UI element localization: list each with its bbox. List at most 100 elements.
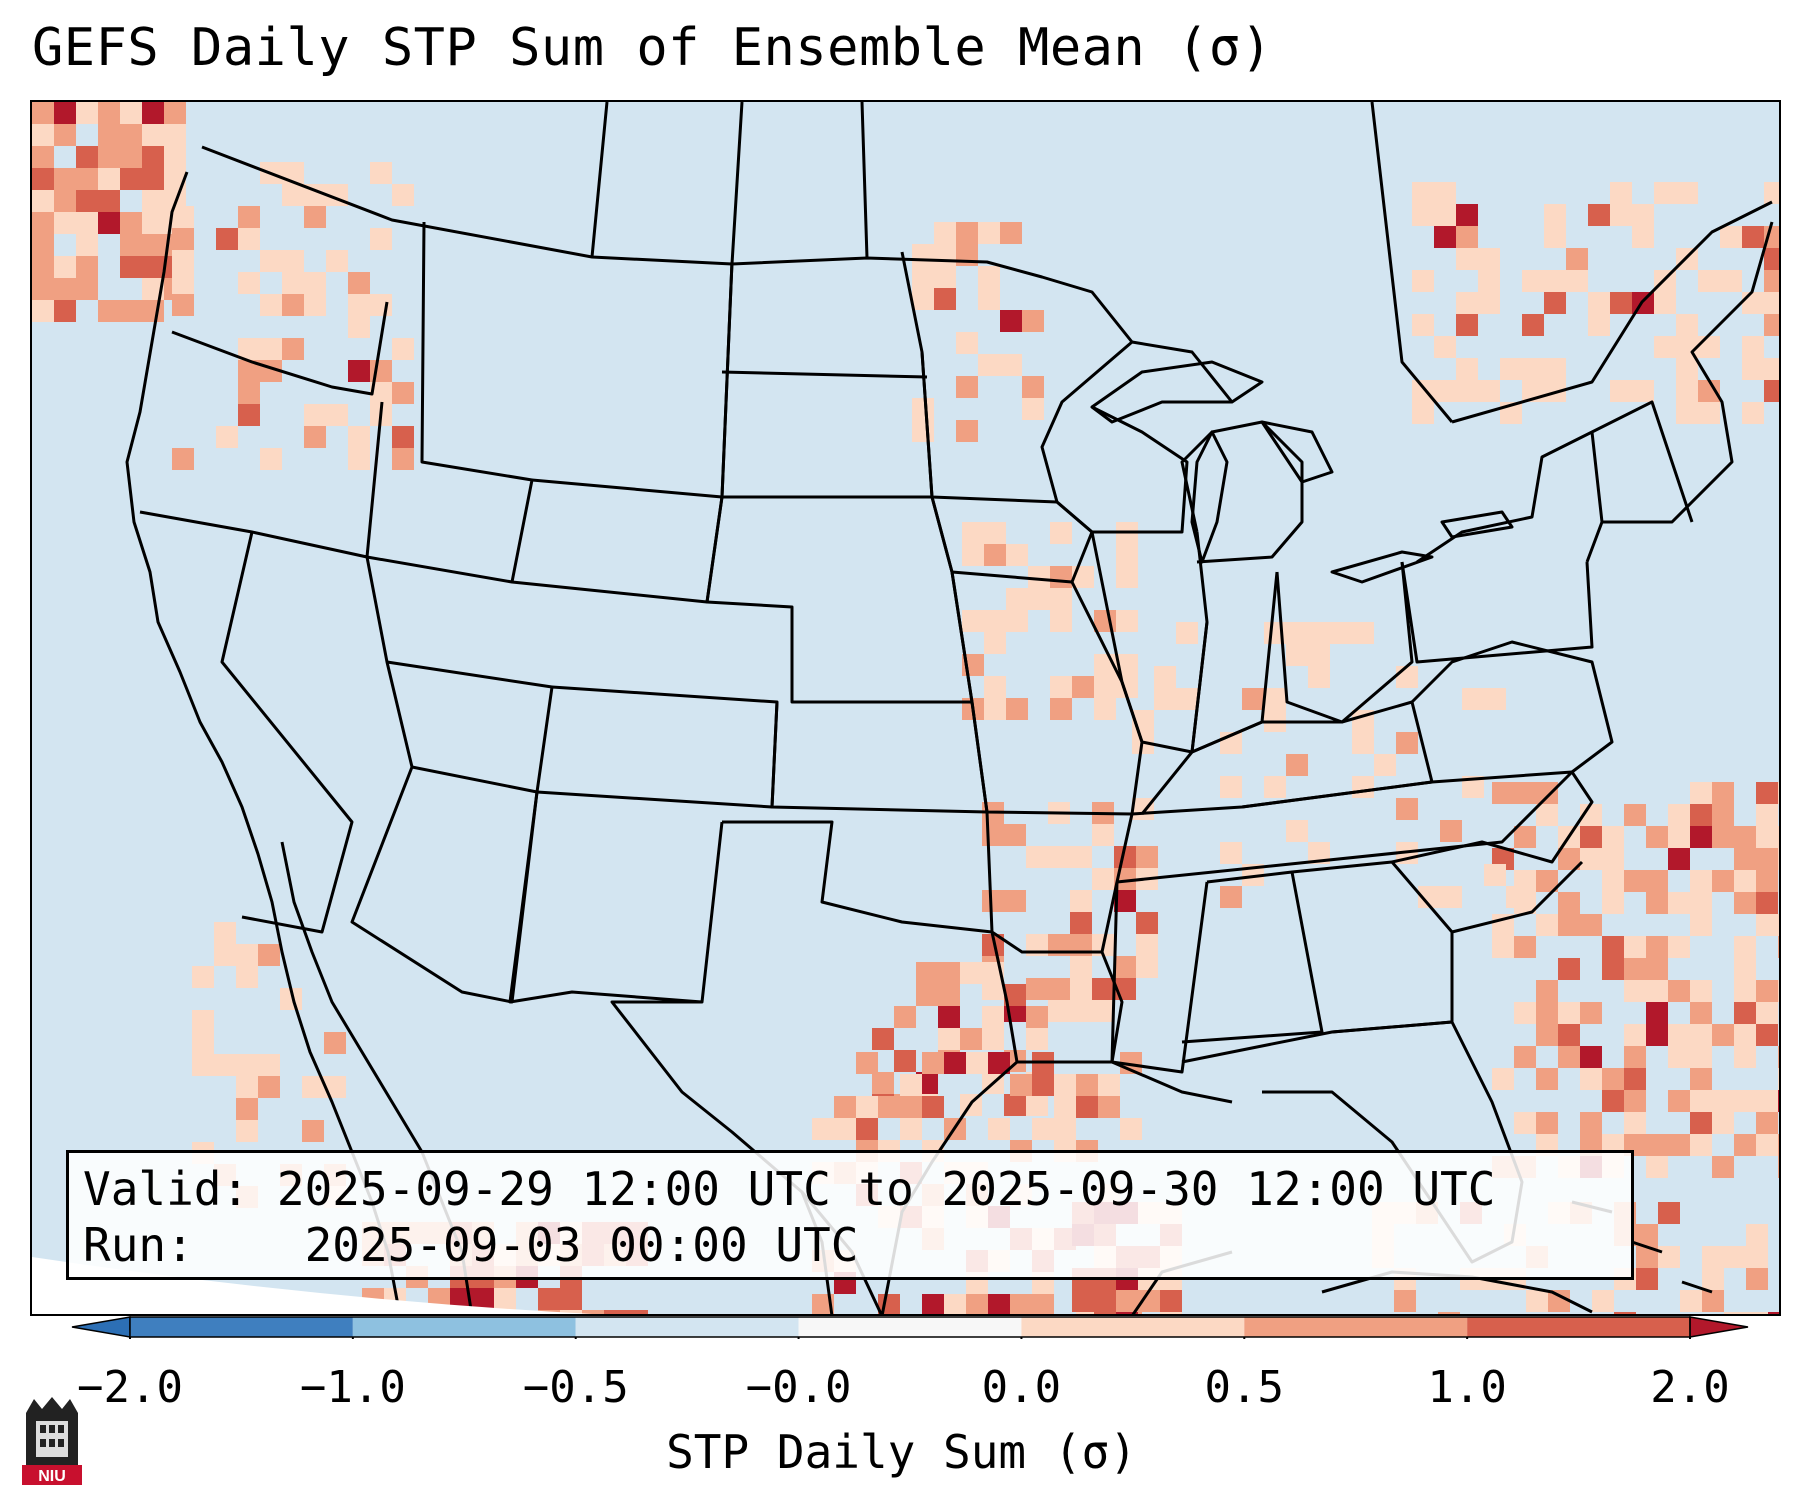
- anomaly-cell: [32, 234, 54, 256]
- lake-ontario: [1440, 510, 1514, 539]
- colorbar-over-arrow: [1689, 1316, 1749, 1338]
- anomaly-cell: [1548, 1290, 1570, 1312]
- anomaly-cell: [912, 420, 934, 442]
- anomaly-cell: [1114, 890, 1136, 912]
- anomaly-cell: [1658, 1246, 1680, 1268]
- anomaly-cell: [1092, 1000, 1114, 1022]
- anomaly-cell: [1434, 204, 1456, 226]
- anomaly-cell: [988, 1052, 1010, 1074]
- anomaly-cell: [1724, 1312, 1746, 1314]
- anomaly-cell: [1004, 1094, 1026, 1116]
- anomaly-cell: [392, 338, 414, 360]
- anomaly-cell: [1624, 936, 1646, 958]
- anomaly-cell: [260, 338, 282, 360]
- anomaly-cell: [1286, 644, 1308, 666]
- anomaly-cell: [1412, 380, 1434, 402]
- anomaly-cell: [1094, 698, 1116, 720]
- anomaly-cell: [1536, 804, 1558, 826]
- anomaly-cell: [1592, 1290, 1614, 1312]
- anomaly-cell: [142, 168, 164, 190]
- anomaly-cell: [1000, 222, 1022, 244]
- anomaly-cell: [1456, 226, 1478, 248]
- anomaly-cell: [1434, 226, 1456, 248]
- anomaly-cell: [348, 316, 370, 338]
- anomaly-cell: [1646, 958, 1668, 980]
- anomaly-cell: [1580, 1002, 1602, 1024]
- utah-border: [386, 660, 554, 794]
- anomaly-cell: [984, 610, 1006, 632]
- map-panel[interactable]: [30, 100, 1781, 1316]
- anomaly-cell: [1654, 292, 1676, 314]
- anomaly-cell: [1712, 782, 1734, 804]
- wyoming-border: [531, 478, 723, 499]
- anomaly-cell: [1352, 776, 1374, 798]
- virginia-border: [1410, 640, 1614, 774]
- anomaly-cell: [1028, 566, 1050, 588]
- anomaly-cell: [1536, 914, 1558, 936]
- anomaly-cell: [1756, 980, 1778, 1002]
- anomaly-cell: [32, 256, 54, 278]
- anomaly-cell: [872, 1028, 894, 1050]
- anomaly-cell: [54, 190, 76, 212]
- anomaly-cell: [1632, 204, 1654, 226]
- anomaly-cell: [1116, 566, 1138, 588]
- illinois-border: [1090, 531, 1209, 754]
- anomaly-cell: [1536, 980, 1558, 1002]
- anomaly-cell: [370, 228, 392, 250]
- anomaly-cell: [1756, 826, 1778, 848]
- louisiana-border: [1017, 951, 1233, 1104]
- anomaly-cell: [1734, 958, 1756, 980]
- tennessee-border: [1116, 770, 1574, 884]
- anomaly-cell: [982, 890, 1004, 912]
- anomaly-cell: [1646, 870, 1668, 892]
- anomaly-cell: [32, 146, 54, 168]
- anomaly-cell: [1116, 610, 1138, 632]
- anomaly-cell: [192, 966, 214, 988]
- anomaly-cell: [1712, 1024, 1734, 1046]
- anomaly-cell: [1668, 848, 1690, 870]
- anomaly-cell: [1138, 1290, 1160, 1312]
- anomaly-cell: [326, 250, 348, 272]
- anomaly-cell: [1668, 892, 1690, 914]
- anomaly-cell: [1536, 870, 1558, 892]
- anomaly-cell: [1006, 698, 1028, 720]
- anomaly-cell: [1050, 588, 1072, 610]
- anomaly-cell: [984, 522, 1006, 544]
- anomaly-cell: [1456, 248, 1478, 270]
- anomaly-cell: [348, 272, 370, 294]
- anomaly-cell: [960, 962, 982, 984]
- anomaly-cell: [1536, 782, 1558, 804]
- anomaly-cell: [604, 1310, 626, 1314]
- anomaly-cell: [956, 376, 978, 398]
- anomaly-cell: [978, 288, 1000, 310]
- anomaly-cell: [900, 1118, 922, 1140]
- anomaly-cell: [1536, 1068, 1558, 1090]
- anomaly-cell: [1756, 914, 1778, 936]
- anomaly-cell: [1054, 1096, 1076, 1118]
- montana-border: [511, 261, 734, 604]
- projection-limb: [32, 1257, 593, 1314]
- anomaly-cell: [236, 944, 258, 966]
- anomaly-cell: [878, 1096, 900, 1118]
- anomaly-cell: [560, 1310, 582, 1314]
- anomaly-cell: [1352, 732, 1374, 754]
- anomaly-cell: [1242, 688, 1264, 710]
- anomaly-cell: [1136, 934, 1158, 956]
- anomaly-cell: [962, 544, 984, 566]
- anomaly-cell: [1646, 1134, 1668, 1156]
- anomaly-cell: [1050, 566, 1072, 588]
- colorbar-under-arrow: [71, 1316, 131, 1338]
- new-york-border: [1416, 400, 1694, 564]
- anomaly-cell: [1778, 848, 1779, 870]
- anomaly-cell: [76, 146, 98, 168]
- anomaly-cell: [98, 190, 120, 212]
- anomaly-cell: [142, 234, 164, 256]
- anomaly-cell: [236, 966, 258, 988]
- map-canvas: [32, 102, 1779, 1314]
- anomaly-cell: [392, 184, 414, 206]
- anomaly-cell: [192, 1054, 214, 1076]
- anomaly-cell: [1778, 1068, 1779, 1090]
- anomaly-cell: [214, 1054, 236, 1076]
- anomaly-cell: [1690, 1046, 1712, 1068]
- anomaly-cell: [982, 1006, 1004, 1028]
